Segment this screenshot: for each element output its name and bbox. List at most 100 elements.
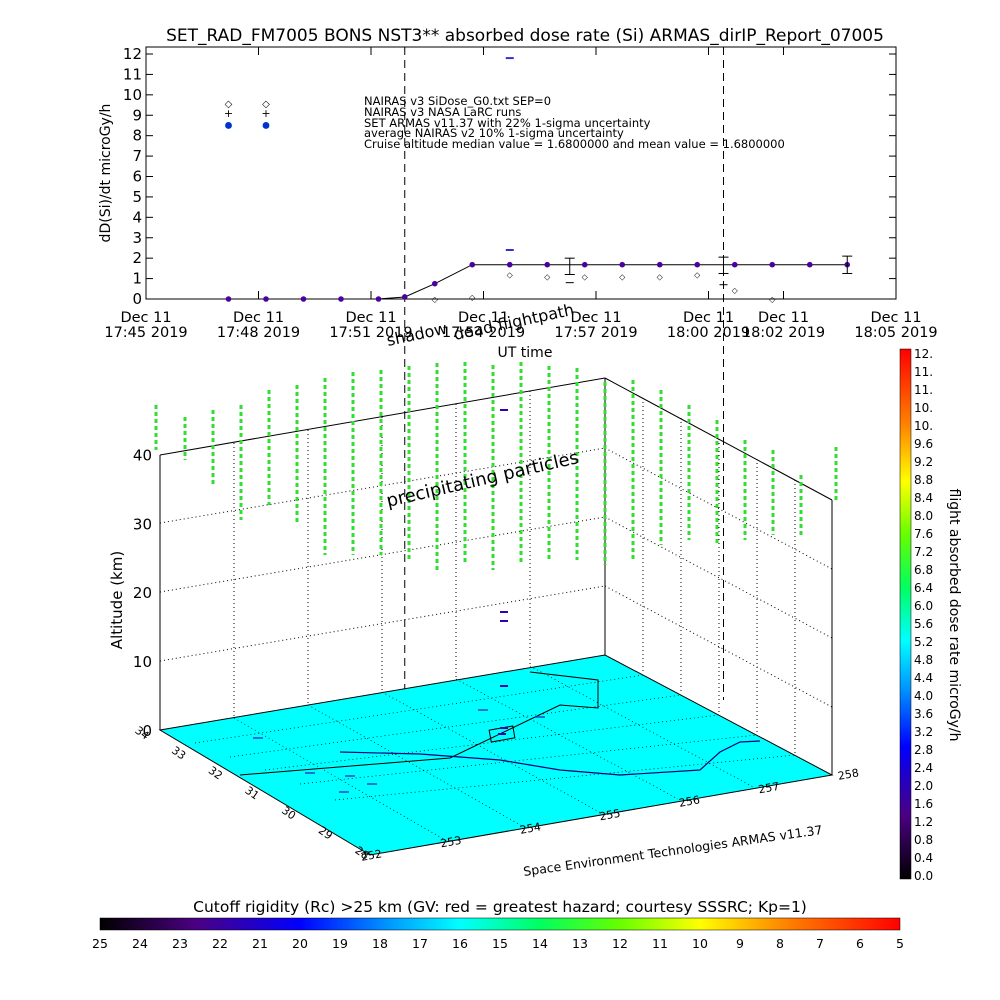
dose-rate-colorbar-label: 8.8 xyxy=(914,473,933,487)
x-tick-label-date: Dec 11 xyxy=(233,310,284,326)
armas-data-point xyxy=(731,261,738,268)
map-floor-surface xyxy=(158,654,834,856)
cutoff-rigidity-colorbar-label: 22 xyxy=(212,936,228,951)
x-tick-label-date: Dec 11 xyxy=(570,310,621,326)
dose-rate-colorbar-label: 9.2 xyxy=(914,455,933,469)
cutoff-rigidity-colorbar-label: 5 xyxy=(896,936,904,951)
cutoff-rigidity-colorbar-label: 24 xyxy=(132,936,148,951)
cutoff-rigidity-colorbar-label: 14 xyxy=(532,936,548,951)
altitude-tick-label: 40 xyxy=(133,446,152,464)
nairas-diamond-point: ◇ xyxy=(657,273,664,282)
dose-rate-colorbar-label: 7.2 xyxy=(914,545,933,559)
dose-chart-title: SET_RAD_FM7005 BONS NST3** absorbed dose… xyxy=(166,26,884,46)
dose-rate-colorbar-label: 11. xyxy=(914,383,933,397)
cutoff-rigidity-colorbar-label: 8 xyxy=(776,936,784,951)
y-tick-label: 9 xyxy=(132,106,142,124)
dose-rate-colorbar-label: 5.2 xyxy=(914,635,933,649)
dose-rate-colorbar-label: 6.0 xyxy=(914,599,933,613)
longitude-tick-label: 255 xyxy=(598,807,621,823)
dose-legend: NAIRAS v3 SiDose_G0.txt SEP=0 NAIRAS v3 … xyxy=(364,94,785,151)
armas-data-point xyxy=(469,261,476,268)
dose-rate-colorbar-label: 1.2 xyxy=(914,815,933,829)
armas-data-point xyxy=(506,261,513,268)
dose-rate-colorbar-label: 10. xyxy=(914,401,933,415)
series-set-armas xyxy=(225,261,851,302)
altitude-3d-box xyxy=(158,377,834,856)
x-tick-label-time: 17:45 2019 xyxy=(104,325,187,341)
dose-rate-colorbar-title: flight absorbed dose rate microGy/h xyxy=(946,489,962,742)
cutoff-rigidity-colorbar-label: 10 xyxy=(692,936,708,951)
dose-rate-colorbar-label: 8.0 xyxy=(914,509,933,523)
longitude-ticks: 252 253 254 255 256 257 258 xyxy=(360,766,860,863)
altitude-tick-label: 30 xyxy=(133,515,152,533)
cutoff-rigidity-colorbar-label: 17 xyxy=(412,936,428,951)
nairas-diamond-point: ◇ xyxy=(694,271,701,280)
armas-data-point xyxy=(401,294,408,300)
armas-data-point xyxy=(338,296,344,302)
dose-rate-colorbar-label: 1.6 xyxy=(914,797,933,811)
longitude-tick-label: 253 xyxy=(439,834,462,850)
armas-data-point xyxy=(300,296,307,302)
uncertainty-error-bars xyxy=(564,255,853,275)
armas-data-point xyxy=(263,296,269,302)
cutoff-rigidity-colorbar-label: 23 xyxy=(172,936,188,951)
y-tick-label: 1 xyxy=(132,270,142,288)
y-tick-label: 3 xyxy=(132,229,142,247)
legend-blue-dot-symbol xyxy=(225,122,232,129)
armas-data-point xyxy=(581,261,588,268)
altitude-axis-label: Altitude (km) xyxy=(108,551,126,649)
flight-ground-track xyxy=(339,740,761,776)
x-tick-label-time: 17:54 2019 xyxy=(442,325,525,341)
legend-entry-set-armas: SET ARMAS v11.37 with 22% 1-sigma uncert… xyxy=(364,116,651,130)
y-tick-label: 7 xyxy=(132,147,142,165)
dose-rate-colorbar-label: 2.8 xyxy=(914,743,933,757)
y-tick-label: 5 xyxy=(132,188,142,206)
longitude-tick-label: 252 xyxy=(360,847,383,863)
time-x-axis-label: UT time xyxy=(498,345,553,361)
software-credit: Space Environment Technologies ARMAS v11… xyxy=(522,822,823,879)
y-tick-label: 8 xyxy=(132,127,142,145)
longitude-tick-label: 258 xyxy=(837,766,860,782)
armas-data-point xyxy=(619,261,626,268)
altitude-ticks: 0 10 20 30 40 xyxy=(133,446,152,740)
dose-rate-colorbar-label: 2.4 xyxy=(914,761,933,775)
y-tick-label: 6 xyxy=(132,168,142,186)
dose-rate-colorbar-label: 2.0 xyxy=(914,779,933,793)
nairas-diamond-point: ◇ xyxy=(432,295,439,304)
series-set-armas-line xyxy=(228,264,848,300)
dose-rate-colorbar-label: 5.6 xyxy=(914,617,933,631)
cutoff-rigidity-colorbar-label: 25 xyxy=(92,936,108,951)
x-tick-label-date: Dec 11 xyxy=(458,310,509,326)
cutoff-rigidity-colorbar-label: 15 xyxy=(492,936,508,951)
precipitating-particles-annotation: precipitating particles xyxy=(384,447,580,512)
cutoff-rigidity-colorbar-label: 13 xyxy=(572,936,588,951)
cutoff-rigidity-colorbar-label: 21 xyxy=(252,936,268,951)
dose-rate-colorbar-label: 9.6 xyxy=(914,437,933,451)
dose-rate-colorbar-label: 12. xyxy=(914,347,933,361)
dose-rate-colorbar-label: 0.8 xyxy=(914,833,933,847)
armas-data-point xyxy=(225,296,232,302)
legend-blue-dot-symbol xyxy=(262,122,270,129)
altitude-tick-label: 0 xyxy=(142,722,152,740)
legend-symbols: ◇+◇+ xyxy=(224,99,271,129)
x-tick-label-date: Dec 11 xyxy=(683,310,734,326)
longitude-tick-label: 257 xyxy=(757,780,780,796)
dose-rate-colorbar-label: 4.8 xyxy=(914,653,933,667)
x-tick-label-time: 18:05 2019 xyxy=(854,325,937,341)
altitude-tick-label: 10 xyxy=(133,653,152,671)
dose-rate-colorbar-label: 6.4 xyxy=(914,581,933,595)
latitude-tick-label: 33 xyxy=(169,744,188,763)
cutoff-rigidity-colorbar-title: Cutoff rigidity (Rc) >25 km (GV: red = g… xyxy=(193,898,807,916)
legend-entry-nairas-larc: NAIRAS v3 NASA LaRC runs xyxy=(364,105,521,119)
nairas-diamond-point: ◇ xyxy=(732,286,739,295)
dose-y-axis-label: dD(Si)/dt microGy/h xyxy=(98,104,114,243)
cutoff-rigidity-colorbar-labels: 25 24 23 22 21 20 19 18 17 16 15 14 13 12 11 10 9 8 7 6 5 xyxy=(92,936,904,951)
y-tick-label: 12 xyxy=(123,45,142,63)
legend-plus-symbol: + xyxy=(224,107,233,120)
legend-entry-cruise-altitude: Cruise altitude median value = 1.6800000… xyxy=(364,137,785,151)
y-tick-label: 2 xyxy=(132,249,142,267)
flightpath-dashed-markers xyxy=(404,47,724,700)
armas-data-point xyxy=(656,261,663,268)
dose-rate-colorbar-label: 3.2 xyxy=(914,725,933,739)
